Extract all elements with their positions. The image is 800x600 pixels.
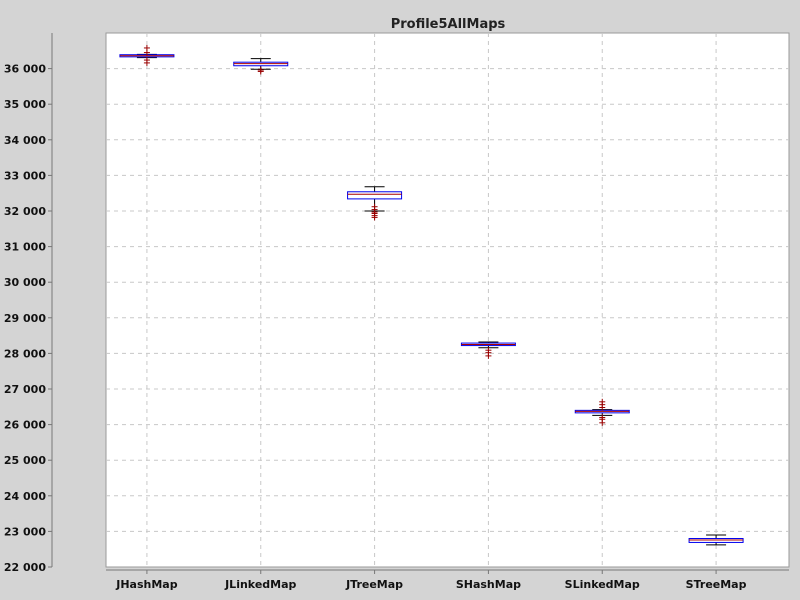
y-tick-label: 25 000 <box>4 454 46 467</box>
y-tick-label: 36 000 <box>4 63 46 76</box>
box-jhashmap <box>119 44 175 66</box>
x-tick-label: JLinkedMap <box>224 578 296 591</box>
box-streemap <box>688 534 744 546</box>
box-iqr <box>347 191 403 200</box>
x-tick-label: SHashMap <box>456 578 521 591</box>
y-tick-label: 34 000 <box>4 134 46 147</box>
y-tick-label: 27 000 <box>4 383 46 396</box>
y-axis-ticks: 22 000 23 000 24 000 25 000 26 000 27 000 28 0… <box>4 63 52 574</box>
y-tick-label: 26 000 <box>4 419 46 432</box>
y-tick-label: 31 000 <box>4 241 46 254</box>
y-tick-label: 35 000 <box>4 98 46 111</box>
grid-lines <box>106 33 789 567</box>
y-tick-label: 33 000 <box>4 169 46 182</box>
box-jlinkedmap <box>233 58 289 75</box>
y-tick-label: 30 000 <box>4 276 46 289</box>
y-tick-label: 22 000 <box>4 561 46 574</box>
y-tick-label: 23 000 <box>4 525 46 538</box>
boxes <box>119 44 744 546</box>
x-tick-label: JHashMap <box>115 578 177 591</box>
x-tick-label: SLinkedMap <box>565 578 640 591</box>
plot-area <box>105 32 790 568</box>
box-iqr <box>688 538 744 543</box>
y-tick-label: 29 000 <box>4 312 46 325</box>
chart-title: Profile5AllMaps <box>391 17 506 32</box>
y-tick-label: 32 000 <box>4 205 46 218</box>
y-tick-label: 28 000 <box>4 347 46 360</box>
box-jtreemap <box>347 186 403 221</box>
box-shashmap <box>460 341 516 359</box>
x-tick-label: STreeMap <box>686 578 747 591</box>
x-axis-ticks: JHashMap JLinkedMap JTreeMap SHashMap SLinke… <box>115 570 747 591</box>
y-tick-label: 24 000 <box>4 490 46 503</box>
box-slinkedmap <box>574 398 630 426</box>
axes <box>51 33 789 571</box>
x-tick-label: JTreeMap <box>345 578 403 591</box>
